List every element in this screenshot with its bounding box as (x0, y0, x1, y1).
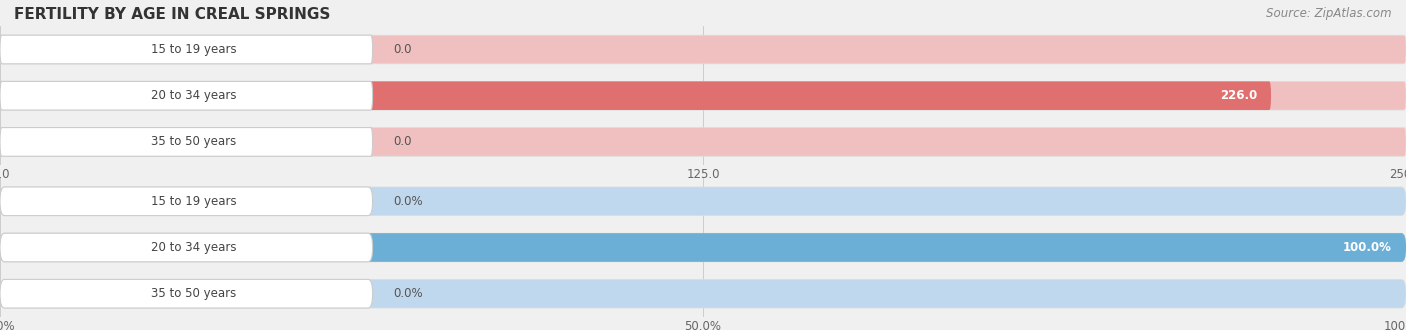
Text: 0.0: 0.0 (394, 43, 412, 56)
FancyBboxPatch shape (0, 280, 1406, 308)
FancyBboxPatch shape (0, 233, 373, 262)
FancyBboxPatch shape (0, 187, 1406, 215)
FancyBboxPatch shape (0, 233, 1406, 262)
FancyBboxPatch shape (0, 35, 1406, 64)
Text: 0.0%: 0.0% (394, 287, 423, 300)
FancyBboxPatch shape (0, 128, 1406, 156)
Text: 20 to 34 years: 20 to 34 years (150, 89, 236, 102)
Text: 35 to 50 years: 35 to 50 years (150, 135, 236, 148)
Text: 15 to 19 years: 15 to 19 years (150, 195, 236, 208)
Text: Source: ZipAtlas.com: Source: ZipAtlas.com (1267, 7, 1392, 19)
Text: FERTILITY BY AGE IN CREAL SPRINGS: FERTILITY BY AGE IN CREAL SPRINGS (14, 7, 330, 21)
Text: 226.0: 226.0 (1220, 89, 1257, 102)
Text: 0.0%: 0.0% (394, 195, 423, 208)
Text: 35 to 50 years: 35 to 50 years (150, 287, 236, 300)
Text: 0.0: 0.0 (394, 135, 412, 148)
Text: 100.0%: 100.0% (1343, 241, 1392, 254)
FancyBboxPatch shape (0, 187, 373, 215)
FancyBboxPatch shape (0, 233, 1406, 262)
FancyBboxPatch shape (0, 82, 1271, 110)
FancyBboxPatch shape (0, 128, 373, 156)
Text: 15 to 19 years: 15 to 19 years (150, 43, 236, 56)
FancyBboxPatch shape (0, 280, 373, 308)
FancyBboxPatch shape (0, 82, 1406, 110)
FancyBboxPatch shape (0, 35, 373, 64)
FancyBboxPatch shape (0, 82, 373, 110)
Text: 20 to 34 years: 20 to 34 years (150, 241, 236, 254)
